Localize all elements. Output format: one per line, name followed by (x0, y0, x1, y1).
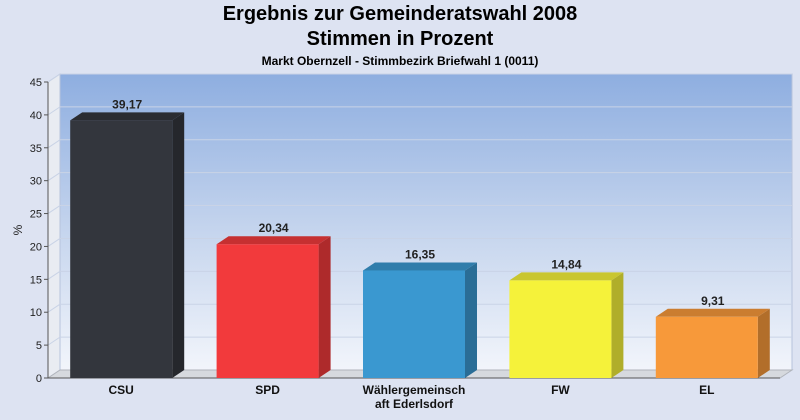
bar-top (70, 112, 185, 121)
gridline-side (47, 303, 61, 313)
y-tick-label: 10 (30, 307, 42, 319)
x-category-label: Wählergemeinsch (363, 383, 466, 397)
bar-value-label: 20,34 (259, 221, 289, 235)
gridline-side (47, 106, 61, 116)
x-category-label: aft Ederlsdorf (375, 397, 454, 411)
plot-side-wall (47, 73, 61, 379)
bar-front (216, 244, 319, 378)
gridline-side (47, 73, 61, 83)
y-tick-label: 40 (30, 110, 42, 122)
chart-title-line-2: Stimmen in Prozent (306, 28, 494, 50)
bar-3: 14,84 (509, 257, 624, 378)
bar-front (70, 120, 173, 378)
gridline-side (47, 270, 61, 280)
bar-value-label: 14,84 (551, 257, 581, 271)
bar-front (363, 270, 465, 378)
bar-1: 20,34 (216, 221, 331, 378)
gridline-side (47, 205, 61, 214)
bars: 39,17 20,34 16,35 14,84 9,31 (70, 97, 770, 378)
y-axis-label: % (11, 224, 25, 235)
bar-side (318, 236, 331, 378)
y-tick-label: 30 (30, 176, 42, 188)
y-tick-label: 20 (30, 241, 42, 253)
bar-top (509, 272, 624, 281)
bar-value-label: 39,17 (112, 97, 142, 111)
chart-title: Ergebnis zur Gemeinderatswahl 2008 (222, 3, 578, 25)
gridline-side (47, 238, 61, 247)
bar-top (655, 308, 770, 317)
gridline-side (47, 172, 61, 182)
gridline-side (47, 139, 61, 149)
bar-top (216, 236, 331, 245)
bar-side (757, 308, 770, 378)
x-category-label: FW (551, 383, 570, 397)
y-tick-label: 0 (36, 373, 42, 385)
bar-value-label: 16,35 (405, 247, 435, 261)
bar-4: 9,31 (655, 294, 770, 378)
y-tick-label: 35 (30, 143, 42, 155)
y-tick-label: 25 (30, 209, 42, 221)
bar-side (611, 272, 624, 378)
bar-0: 39,17 (70, 97, 185, 378)
bar-top (363, 262, 477, 271)
gridline-side (47, 336, 61, 346)
x-category-label: EL (699, 383, 714, 397)
y-tick-label: 15 (30, 274, 42, 286)
x-category-label: CSU (109, 383, 134, 397)
bar-front (655, 316, 758, 378)
chart-subtitle: Markt Obernzell - Stimmbezirk Briefwahl … (261, 54, 539, 68)
x-category-label: SPD (255, 383, 280, 397)
bar-value-label: 9,31 (701, 294, 725, 308)
y-tick-label: 45 (30, 77, 42, 89)
bar-side (465, 262, 477, 378)
y-tick-label: 5 (36, 340, 42, 352)
bar-2: 16,35 (363, 247, 477, 378)
bar-front (509, 280, 612, 378)
bar-side (172, 112, 185, 378)
